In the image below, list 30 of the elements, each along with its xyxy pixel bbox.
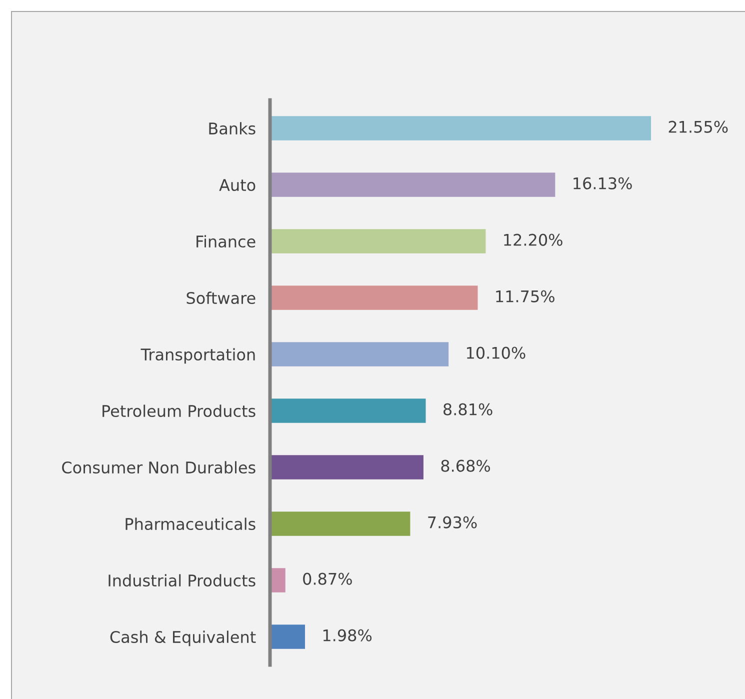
bar <box>270 624 306 649</box>
y-tick-label: Pharmaceuticals <box>126 518 256 530</box>
data-label: 10.10% <box>466 346 526 359</box>
bar <box>270 342 449 366</box>
y-tick-label: Petroleum Products <box>102 404 256 418</box>
y-tick-label: Banks <box>209 122 256 135</box>
bar <box>270 172 556 197</box>
data-label: 8.68% <box>441 460 490 472</box>
data-label: 11.75% <box>496 290 554 302</box>
data-label: 0.87% <box>303 572 352 585</box>
bar <box>270 455 424 480</box>
data-label: 1.98% <box>323 629 372 642</box>
data-label: 12.20% <box>504 234 562 246</box>
y-tick-label: Auto <box>219 179 256 192</box>
y-tick-label: Finance <box>196 235 256 248</box>
data-label: 21.55% <box>668 120 728 133</box>
y-tick-label: Cash & Equivalent <box>110 630 256 646</box>
bar <box>270 512 410 536</box>
bar <box>270 568 286 592</box>
y-tick-label: Consumer Non Durables <box>62 461 256 474</box>
data-label: 7.93% <box>428 516 477 528</box>
bar <box>270 398 426 423</box>
y-tick-label: Industrial Products <box>108 574 256 587</box>
bar <box>270 286 478 310</box>
data-label: 16.13% <box>574 177 632 190</box>
bar <box>270 116 651 140</box>
data-label: 8.81% <box>444 403 492 416</box>
bar <box>270 229 486 254</box>
y-tick-label: Software <box>186 292 256 304</box>
y-tick-label: Transportation <box>140 348 255 364</box>
